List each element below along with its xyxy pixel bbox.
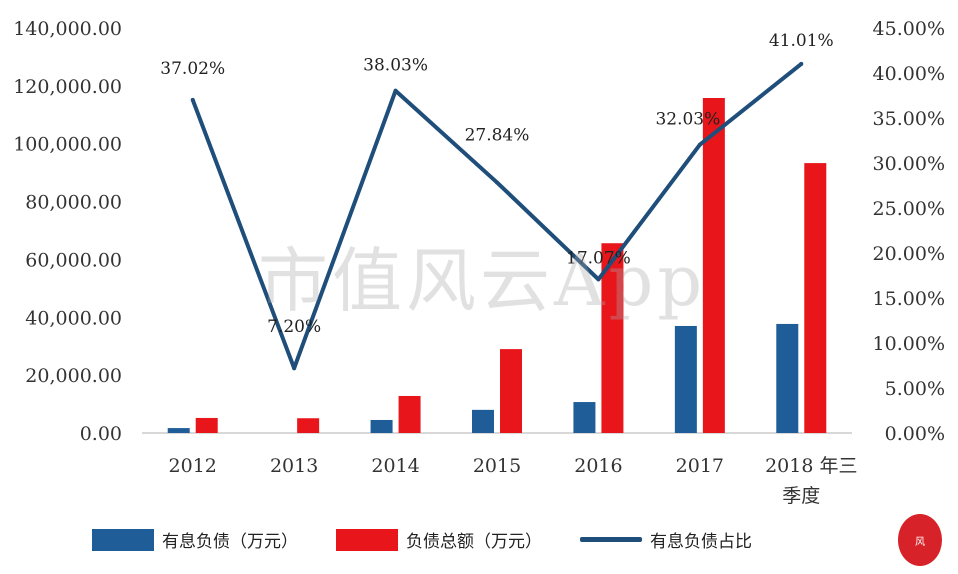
legend: 有息负债（万元） 负债总额（万元） 有息负债占比 (92, 527, 790, 552)
x-tick-label: 2015 (473, 455, 521, 477)
y-tick-label: 40,000.00 (25, 307, 122, 329)
y-tick-label: 60,000.00 (25, 249, 122, 271)
ratio-data-label: 7.20% (267, 317, 321, 337)
x-tick-label: 2016 (574, 455, 622, 477)
ratio-point (697, 142, 702, 147)
legend-item-interest-debt: 有息负债（万元） (92, 527, 298, 552)
bar-total-debt (195, 417, 218, 433)
bar-total-debt (702, 98, 725, 433)
y2-tick-label: 35.00% (873, 108, 945, 130)
ratio-point (799, 61, 804, 66)
y2-tick-label: 10.00% (873, 333, 945, 355)
y-tick-label: 100,000.00 (13, 134, 122, 156)
ratio-point (596, 277, 601, 282)
y2-tick-label: 30.00% (873, 153, 945, 175)
ratio-data-label: 17.07% (566, 248, 631, 268)
bar-total-debt (601, 243, 624, 433)
y-tick-label: 20,000.00 (25, 365, 122, 387)
ratio-data-label: 27.84% (465, 125, 530, 145)
y2-tick-label: 5.00% (885, 378, 945, 400)
logo: 风云风 (898, 514, 942, 566)
y2-tick-label: 20.00% (873, 243, 945, 265)
y2-tick-label: 15.00% (873, 288, 945, 310)
y2-tick-label: 0.00% (885, 423, 945, 445)
x-tick-label: 2012 (169, 455, 217, 477)
ratio-data-label: 38.03% (363, 56, 428, 76)
bar-total-debt (398, 395, 421, 433)
ratio-point (292, 366, 297, 371)
y-tick-label: 80,000.00 (25, 192, 122, 214)
x-tick-label: 2014 (371, 455, 419, 477)
bar-interest-debt (674, 325, 697, 433)
bar-interest-debt (167, 428, 190, 433)
legend-item-ratio: 有息负债占比 (580, 527, 752, 552)
bar-total-debt (297, 418, 320, 433)
y2-tick-label: 40.00% (873, 63, 945, 85)
bar-interest-debt (776, 323, 799, 433)
legend-swatch (336, 528, 398, 551)
x-tick-label: 2017 (676, 455, 724, 477)
bar-total-debt (500, 349, 522, 433)
ratio-data-label: 32.03% (655, 110, 720, 130)
legend-label: 有息负债（万元） (162, 532, 298, 552)
x-tick-label: 2018 年三 (765, 455, 857, 477)
y2-tick-label: 45.00% (873, 18, 945, 40)
bar-interest-debt (472, 409, 494, 433)
x-tick-label: 2013 (270, 455, 318, 477)
y2-tick-label: 25.00% (873, 198, 945, 220)
legend-label: 有息负债占比 (650, 532, 752, 552)
y-tick-label: 140,000.00 (13, 18, 122, 40)
ratio-point (393, 88, 398, 93)
legend-label: 负债总额（万元） (406, 532, 542, 552)
x-tick-label: 季度 (782, 485, 820, 507)
bar-interest-debt (573, 402, 596, 433)
legend-swatch (92, 528, 154, 551)
legend-item-total-debt: 负债总额（万元） (336, 527, 542, 552)
ratio-point (495, 180, 499, 185)
bar-total-debt (804, 163, 827, 433)
watermark: 市值风云App (258, 240, 707, 322)
legend-line (580, 537, 642, 542)
ratio-data-label: 37.02% (160, 59, 225, 79)
ratio-point (190, 97, 195, 102)
bar-interest-debt (370, 419, 393, 433)
y-tick-label: 120,000.00 (13, 76, 122, 98)
ratio-data-label: 41.01% (769, 31, 834, 51)
y-tick-label: 0.00 (80, 423, 122, 445)
